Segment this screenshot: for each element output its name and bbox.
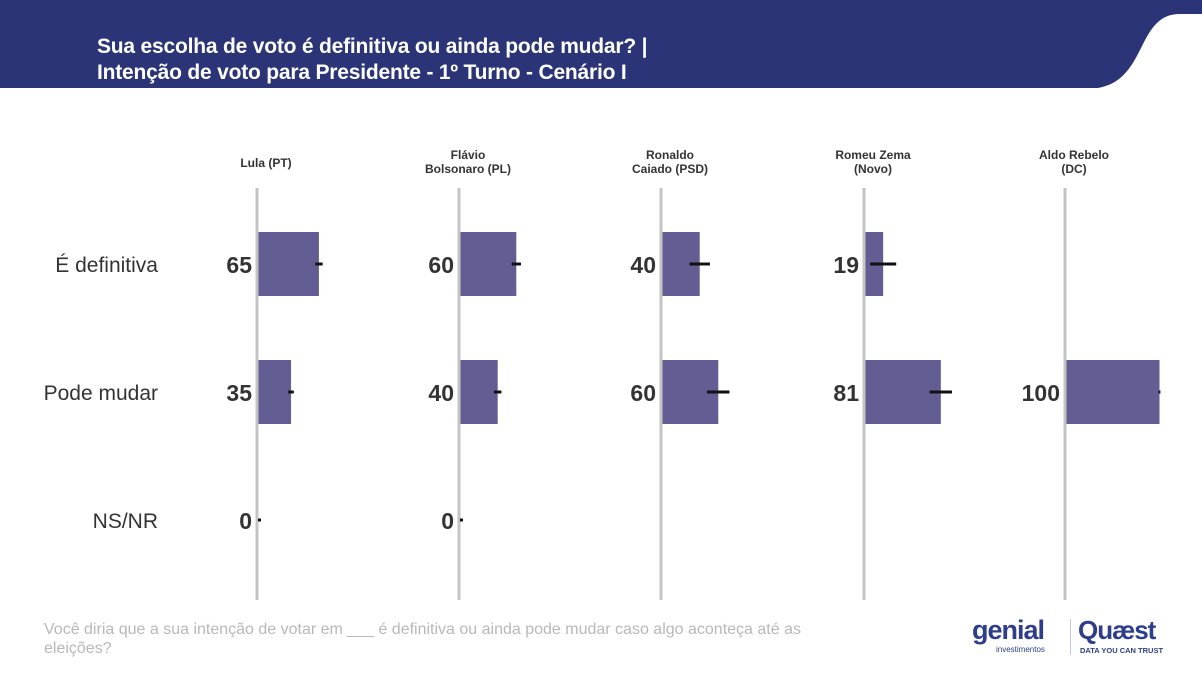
row-label: Pode mudar: [44, 382, 158, 405]
header-banner: Sua escolha de voto é definitiva ou aind…: [0, 0, 1202, 90]
value-label: 35: [226, 380, 252, 406]
value-label: 0: [239, 508, 252, 534]
error-bar: [258, 518, 261, 522]
panel-label: Lula (PT): [240, 156, 291, 170]
panel-label: Caiado (PSD): [632, 162, 708, 176]
bar: [258, 360, 292, 424]
genial-logo: genial: [972, 615, 1045, 645]
panel-label: Bolsonaro (PL): [425, 162, 511, 176]
chart-title-line2: Intenção de voto para Presidente - 1º Tu…: [97, 61, 627, 84]
bar: [865, 360, 941, 424]
logo-divider: [1070, 619, 1071, 655]
value-label: 60: [630, 380, 656, 406]
header-background: [0, 0, 1202, 88]
error-bar: [460, 518, 463, 522]
chart-area: É definitiva Pode mudar NS/NR Lula (PT) 65 35…: [44, 148, 1161, 600]
value-label: 19: [833, 252, 859, 278]
value-label: 40: [428, 380, 454, 406]
panel-label: Aldo Rebelo: [1039, 148, 1109, 162]
quaest-logo: Quæst: [1078, 615, 1156, 645]
genial-logo-subtitle: investimentos: [996, 645, 1045, 654]
row-label: NS/NR: [93, 510, 158, 533]
value-label: 100: [1022, 380, 1060, 406]
panel-label: Flávio: [451, 148, 486, 162]
value-label: 81: [833, 380, 859, 406]
panel-label: Ronaldo: [646, 148, 694, 162]
logos: genial investimentos Quæst DATA YOU CAN …: [970, 615, 1170, 660]
bar: [460, 232, 517, 296]
row-label: É definitiva: [55, 254, 158, 277]
chart-title-line1: Sua escolha de voto é definitiva ou aind…: [97, 35, 648, 58]
value-label: 0: [441, 508, 454, 534]
footnote: Você diria que a sua intenção de votar e…: [44, 621, 801, 657]
panel-label: Romeu Zema: [835, 148, 911, 162]
panel-label: (DC): [1061, 162, 1086, 176]
value-label: 40: [630, 252, 656, 278]
value-label: 60: [428, 252, 454, 278]
quaest-logo-subtitle: DATA YOU CAN TRUST: [1080, 646, 1164, 655]
value-label: 65: [226, 252, 252, 278]
bar: [460, 360, 498, 424]
bar: [1066, 360, 1160, 424]
panel-label: (Novo): [854, 162, 892, 176]
bar: [258, 232, 319, 296]
